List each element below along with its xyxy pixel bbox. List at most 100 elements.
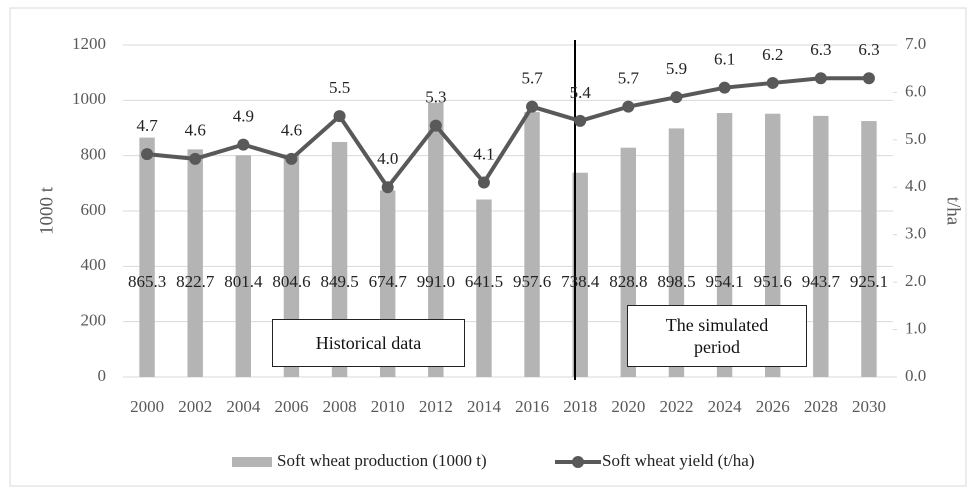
bar-value-label: 951.6 bbox=[754, 272, 792, 291]
legend-swatch bbox=[232, 457, 272, 467]
y-tick-label: 0 bbox=[98, 366, 107, 385]
line-value-label: 4.0 bbox=[377, 149, 398, 168]
yield-marker bbox=[285, 152, 298, 165]
y-tick-label: 1000 bbox=[72, 89, 106, 108]
bar-value-label: 991.0 bbox=[417, 272, 455, 291]
bar bbox=[813, 115, 829, 377]
y2-tick-label: 5.0 bbox=[905, 129, 926, 148]
yield-marker bbox=[814, 72, 827, 85]
bar bbox=[187, 149, 203, 377]
line-value-label: 4.6 bbox=[281, 121, 302, 140]
x-tick-label: 2008 bbox=[323, 397, 357, 416]
y2-tick-label: 3.0 bbox=[905, 224, 926, 243]
x-tick-label: 2028 bbox=[804, 397, 838, 416]
bar-value-label: 898.5 bbox=[657, 272, 695, 291]
bar bbox=[331, 141, 348, 377]
x-tick-label: 2026 bbox=[756, 397, 790, 416]
line-value-label: 4.6 bbox=[185, 121, 206, 140]
line-value-label: 5.3 bbox=[425, 88, 446, 107]
bar-value-label: 957.6 bbox=[513, 272, 551, 291]
bar-value-label: 849.5 bbox=[320, 272, 358, 291]
legend-label: Soft wheat yield (t/ha) bbox=[602, 451, 755, 470]
chart-frame bbox=[9, 7, 967, 487]
bar bbox=[572, 172, 588, 377]
yield-marker bbox=[333, 110, 346, 123]
yield-marker bbox=[429, 119, 442, 132]
bar-value-label: 804.6 bbox=[272, 272, 310, 291]
yield-marker bbox=[574, 114, 587, 127]
x-tick-label: 2022 bbox=[659, 397, 693, 416]
yield-marker bbox=[718, 81, 731, 94]
x-tick-label: 2006 bbox=[274, 397, 308, 416]
bar-value-label: 738.4 bbox=[561, 272, 600, 291]
x-tick-label: 2016 bbox=[515, 397, 549, 416]
y-axis-label: 1000 t bbox=[36, 186, 57, 235]
bar-value-label: 822.7 bbox=[176, 272, 215, 291]
line-value-label: 5.7 bbox=[618, 69, 640, 88]
bar bbox=[428, 102, 444, 377]
line-value-label: 6.3 bbox=[810, 40, 831, 59]
bar bbox=[235, 155, 252, 377]
bar-value-label: 674.7 bbox=[369, 272, 408, 291]
y2-tick-label: 4.0 bbox=[905, 176, 926, 195]
bar-value-label: 943.7 bbox=[802, 272, 841, 291]
y2-tick-label: 1.0 bbox=[905, 318, 926, 337]
y-tick-label: 600 bbox=[81, 200, 107, 219]
x-tick-label: 2002 bbox=[178, 397, 212, 416]
x-tick-label: 2012 bbox=[419, 397, 453, 416]
line-value-label: 5.7 bbox=[521, 69, 543, 88]
line-value-label: 4.7 bbox=[136, 116, 158, 135]
line-value-label: 5.4 bbox=[570, 83, 592, 102]
bar bbox=[861, 121, 877, 377]
line-value-label: 4.9 bbox=[233, 107, 254, 126]
bar-value-label: 828.8 bbox=[609, 272, 647, 291]
line-value-label: 6.1 bbox=[714, 50, 735, 69]
yield-line bbox=[146, 76, 869, 191]
x-tick-label: 2004 bbox=[226, 397, 261, 416]
x-tick-label: 2018 bbox=[563, 397, 597, 416]
bar-value-label: 801.4 bbox=[224, 272, 263, 291]
y-tick-label: 200 bbox=[81, 311, 107, 330]
bar-value-label: 925.1 bbox=[850, 272, 888, 291]
yield-marker bbox=[766, 76, 779, 89]
x-tick-label: 2014 bbox=[467, 397, 502, 416]
yield-marker bbox=[622, 100, 635, 113]
y2-tick-label: 6.0 bbox=[905, 81, 926, 100]
y-tick-label: 800 bbox=[81, 145, 107, 164]
y-tick-label: 1200 bbox=[72, 34, 106, 53]
line-value-label: 5.5 bbox=[329, 78, 350, 97]
y-tick-label: 400 bbox=[81, 255, 107, 274]
line-value-label: 6.3 bbox=[858, 40, 879, 59]
annotation: Historical data bbox=[272, 319, 465, 367]
yield-marker bbox=[526, 100, 539, 113]
line-value-label: 4.1 bbox=[473, 144, 494, 163]
x-tick-label: 2010 bbox=[371, 397, 405, 416]
yield-marker bbox=[381, 181, 394, 194]
yield-marker bbox=[670, 91, 683, 104]
bar-value-label: 954.1 bbox=[705, 272, 743, 291]
x-tick-label: 2030 bbox=[852, 397, 886, 416]
y2-tick-label: 0.0 bbox=[905, 366, 926, 385]
yield-marker bbox=[189, 152, 202, 165]
y2-tick-label: 2.0 bbox=[905, 271, 926, 290]
bar-value-label: 641.5 bbox=[465, 272, 503, 291]
legend-swatch bbox=[572, 456, 584, 468]
x-tick-label: 2024 bbox=[708, 397, 743, 416]
y2-axis-label: t/ha bbox=[943, 197, 964, 226]
x-tick-label: 2000 bbox=[130, 397, 164, 416]
yield-marker bbox=[477, 176, 490, 189]
bar bbox=[139, 137, 155, 377]
yield-marker bbox=[141, 148, 154, 161]
line-value-label: 6.2 bbox=[762, 45, 783, 64]
bar bbox=[476, 199, 492, 377]
bar-value-label: 865.3 bbox=[128, 272, 166, 291]
yield-marker bbox=[862, 72, 875, 85]
y2-tick-label: 7.0 bbox=[905, 34, 926, 53]
line-value-label: 5.9 bbox=[666, 59, 687, 78]
x-tick-label: 2020 bbox=[611, 397, 645, 416]
bar bbox=[524, 112, 540, 378]
legend-label: Soft wheat production (1000 t) bbox=[277, 451, 487, 470]
yield-marker bbox=[237, 138, 250, 151]
